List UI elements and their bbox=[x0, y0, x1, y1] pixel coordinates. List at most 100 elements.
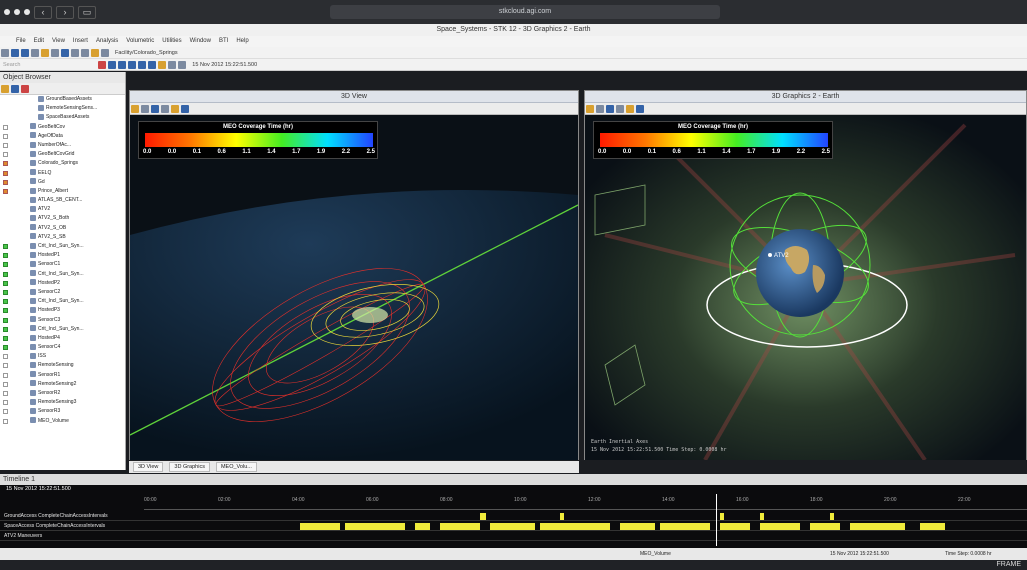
menu-help[interactable]: Help bbox=[236, 38, 249, 44]
tree-item[interactable]: ATLAS_5B_CENT... bbox=[0, 196, 125, 205]
window-dot[interactable] bbox=[14, 9, 20, 15]
visibility-checkbox[interactable] bbox=[3, 170, 8, 176]
visibility-checkbox[interactable] bbox=[3, 244, 8, 249]
access-interval[interactable] bbox=[440, 523, 480, 530]
reset-icon[interactable] bbox=[98, 61, 107, 69]
tree-item[interactable]: GroundBasedAssets bbox=[0, 95, 125, 104]
view-3d-earth[interactable]: 3D Graphics 2 - Earth ATV2 MEO Coverage … bbox=[584, 90, 1027, 460]
view-3d[interactable]: 3D View MEO Coverage Time (hr) 0.0 0.0 0.1 bbox=[129, 90, 579, 460]
insert-object-icon[interactable] bbox=[81, 49, 89, 57]
url-bar[interactable]: stkcloud.agi.com bbox=[330, 5, 720, 19]
visibility-checkbox[interactable] bbox=[3, 372, 8, 378]
access-interval[interactable] bbox=[810, 523, 840, 530]
slower-icon[interactable] bbox=[168, 61, 177, 69]
tree-item[interactable]: ATV2_S_SB bbox=[0, 233, 125, 242]
facility-selector[interactable]: Facility/Colorado_Springs bbox=[114, 50, 178, 56]
access-interval[interactable] bbox=[480, 513, 486, 520]
tree-item[interactable]: SensorR3 bbox=[0, 407, 125, 416]
play-back-icon[interactable] bbox=[118, 61, 127, 69]
access-interval[interactable] bbox=[345, 523, 405, 530]
report-icon[interactable] bbox=[41, 49, 49, 57]
search-input[interactable]: Search bbox=[3, 62, 21, 68]
step-forward-icon[interactable] bbox=[148, 61, 157, 69]
visibility-checkbox[interactable] bbox=[3, 253, 8, 259]
tree-item[interactable]: EELQ bbox=[0, 169, 125, 178]
tree-item[interactable]: SensorC2 bbox=[0, 288, 125, 297]
tree-item[interactable]: HostedP3 bbox=[0, 306, 125, 315]
access-interval[interactable] bbox=[415, 523, 430, 530]
tree-item[interactable]: ATV2_S_OB bbox=[0, 224, 125, 233]
menu-utilities[interactable]: Utilities bbox=[162, 38, 182, 44]
filter-icon[interactable] bbox=[11, 85, 19, 93]
visibility-checkbox[interactable] bbox=[3, 188, 8, 194]
menu-edit[interactable]: Edit bbox=[33, 38, 45, 44]
tree-item[interactable]: HostedP1 bbox=[0, 251, 125, 260]
tree-item[interactable]: Crit_Incl_Sun_Syn... bbox=[0, 270, 125, 279]
tree-item[interactable]: Crit_Incl_Sun_Syn... bbox=[0, 297, 125, 306]
zoom-icon[interactable] bbox=[141, 105, 149, 113]
visibility-checkbox[interactable] bbox=[3, 326, 8, 332]
faster-icon[interactable] bbox=[178, 61, 187, 69]
tree-item[interactable]: RemoteSensing3 bbox=[0, 398, 125, 407]
tree-item[interactable]: GeoBeltCovGrid bbox=[0, 150, 125, 159]
visibility-checkbox[interactable] bbox=[3, 289, 8, 295]
visibility-checkbox[interactable] bbox=[3, 345, 8, 351]
access-interval[interactable] bbox=[720, 513, 724, 520]
access-interval[interactable] bbox=[760, 513, 764, 520]
tree-item[interactable]: ATV2_S_Both bbox=[0, 214, 125, 223]
tree-item[interactable]: HostedP2 bbox=[0, 279, 125, 288]
tree-item[interactable]: RemoteSensing2 bbox=[0, 380, 125, 389]
timeline-row-maneuvers[interactable]: ATV2 Maneuvers bbox=[0, 532, 1027, 541]
tree-item[interactable]: RemoteSensingSens... bbox=[0, 104, 125, 113]
tree-item[interactable]: Colorado_Springs bbox=[0, 159, 125, 168]
visibility-checkbox[interactable] bbox=[3, 354, 8, 360]
snapshot-icon[interactable] bbox=[636, 105, 644, 113]
tree-item[interactable]: SpaceBasedAssets bbox=[0, 113, 125, 122]
visibility-checkbox[interactable] bbox=[3, 308, 8, 314]
view-from-icon[interactable] bbox=[606, 105, 614, 113]
play-icon[interactable] bbox=[138, 61, 147, 69]
access-interval[interactable] bbox=[620, 523, 655, 530]
visibility-checkbox[interactable] bbox=[3, 161, 8, 167]
access-interval[interactable] bbox=[760, 523, 800, 530]
scene-3d[interactable] bbox=[130, 115, 578, 460]
tabs-icon[interactable]: ▭ bbox=[78, 5, 96, 19]
visibility-checkbox[interactable] bbox=[3, 271, 8, 277]
tree-item[interactable]: Crit_Incl_Sun_Syn... bbox=[0, 325, 125, 334]
visibility-checkbox[interactable] bbox=[3, 133, 8, 139]
visibility-checkbox[interactable] bbox=[3, 317, 8, 323]
tree-item[interactable]: SensorC1 bbox=[0, 260, 125, 269]
access-interval[interactable] bbox=[540, 523, 610, 530]
view-from-icon[interactable] bbox=[151, 105, 159, 113]
menu-volumetric[interactable]: Volumetric bbox=[126, 38, 155, 44]
tree-item[interactable]: SensorC4 bbox=[0, 343, 125, 352]
tree-item[interactable]: AgeOfData bbox=[0, 132, 125, 141]
forward-button[interactable]: › bbox=[56, 5, 74, 19]
new-icon[interactable] bbox=[1, 49, 9, 57]
tab-3d-graphics[interactable]: 3D Graphics bbox=[169, 462, 210, 472]
access-interval[interactable] bbox=[830, 513, 834, 520]
menu-view[interactable]: View bbox=[52, 38, 65, 44]
delete-icon[interactable] bbox=[21, 85, 29, 93]
save-icon[interactable] bbox=[21, 49, 29, 57]
tree-item[interactable]: SensorC3 bbox=[0, 316, 125, 325]
window-dot[interactable] bbox=[4, 9, 10, 15]
menu-analysis[interactable]: Analysis bbox=[95, 38, 119, 44]
tree-item[interactable]: MEO_Volume bbox=[0, 417, 125, 426]
map-icon[interactable] bbox=[61, 49, 69, 57]
orbit-icon[interactable] bbox=[161, 105, 169, 113]
visibility-checkbox[interactable] bbox=[3, 409, 8, 415]
print-icon[interactable] bbox=[31, 49, 39, 57]
tree-item[interactable]: Prince_Albert bbox=[0, 187, 125, 196]
tree-item[interactable]: SensorR2 bbox=[0, 389, 125, 398]
window-dot[interactable] bbox=[24, 9, 30, 15]
tree-item[interactable]: ATV2 bbox=[0, 205, 125, 214]
snapshot-icon[interactable] bbox=[181, 105, 189, 113]
visibility-checkbox[interactable] bbox=[3, 299, 8, 305]
access-icon[interactable] bbox=[91, 49, 99, 57]
orbit-icon[interactable] bbox=[616, 105, 624, 113]
graph-icon[interactable] bbox=[51, 49, 59, 57]
tree-item[interactable]: SensorR1 bbox=[0, 371, 125, 380]
visibility-checkbox[interactable] bbox=[3, 124, 8, 130]
visibility-checkbox[interactable] bbox=[3, 280, 8, 286]
